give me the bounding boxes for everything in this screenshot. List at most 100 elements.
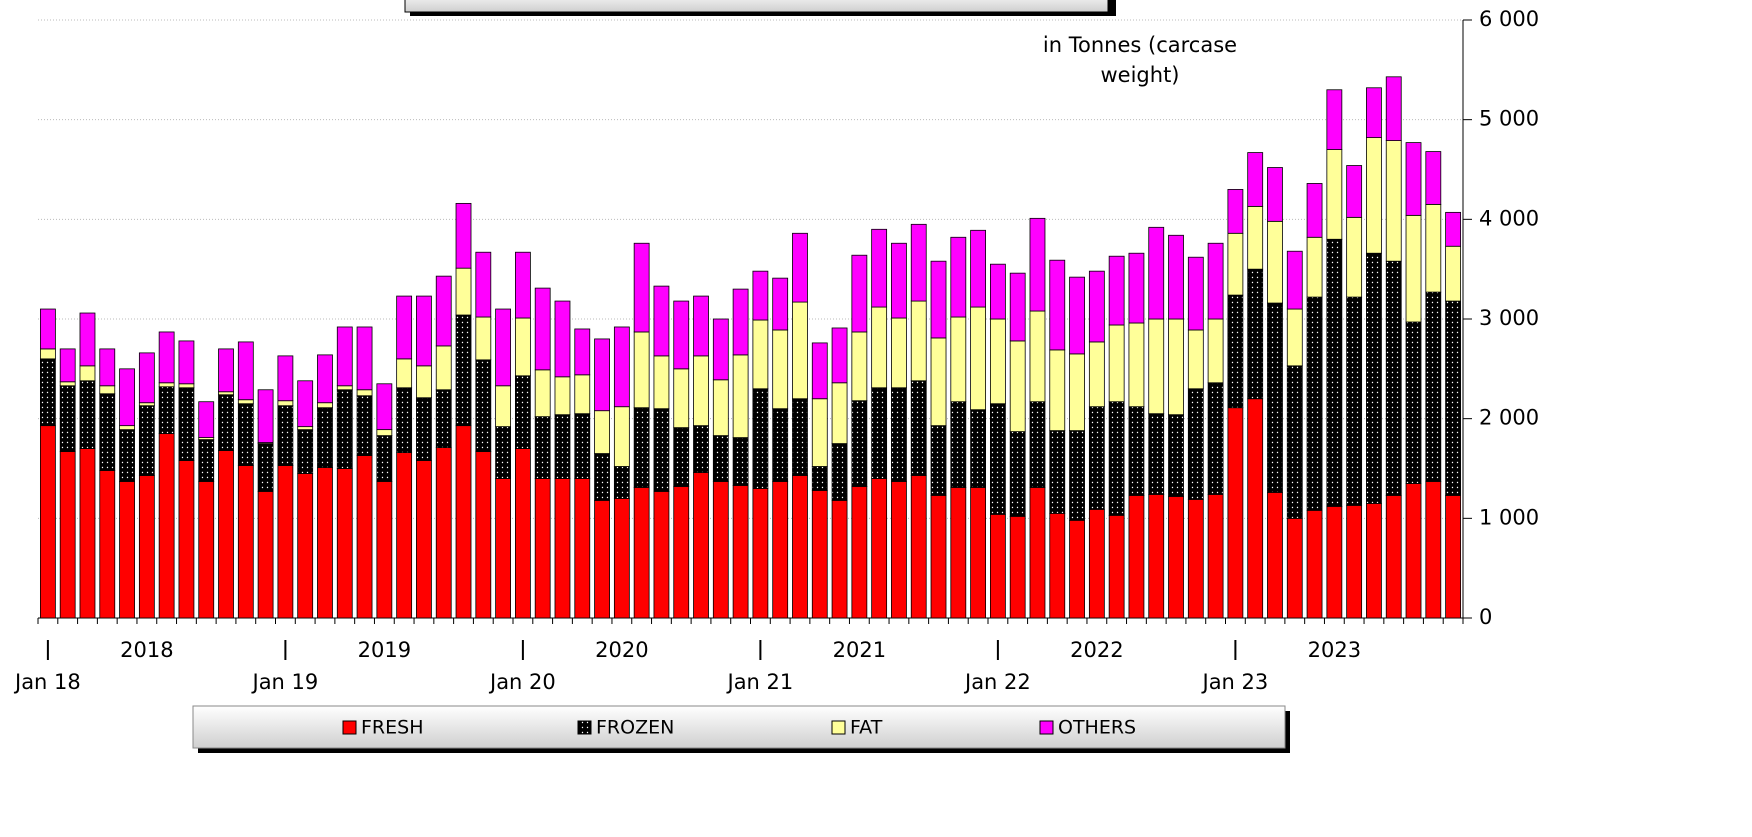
y-tick-label: 2 000 [1479, 406, 1539, 430]
bar-segment [653, 355, 670, 410]
bar-segment [989, 403, 1006, 515]
bar-segment [613, 497, 630, 619]
legend-label: FAT [850, 717, 883, 739]
bar-segment [1346, 216, 1363, 298]
bar-segment [792, 475, 808, 619]
bar-segment [673, 368, 690, 429]
bar-segment [1346, 296, 1363, 506]
bar-segment [930, 260, 947, 339]
bar-segment [891, 242, 907, 319]
bar-segment [989, 263, 1006, 320]
bar-segment [1148, 413, 1165, 495]
bar-segment [178, 387, 195, 461]
bar-segment [891, 387, 907, 482]
bar-segment [871, 387, 888, 479]
bar-segment [811, 342, 828, 400]
bar-segment [1385, 76, 1402, 141]
bar-segment [1148, 318, 1165, 415]
year-label: 2018 [120, 638, 173, 662]
bar-segment [950, 316, 967, 403]
bar-segment [989, 513, 1006, 619]
bar-segment [416, 365, 432, 399]
bar-segment [1425, 151, 1442, 205]
bar-segment [732, 288, 749, 356]
bar-segment [317, 402, 333, 409]
bar-segment [1029, 401, 1046, 488]
bar-segment [1207, 318, 1224, 384]
bar-segment [514, 448, 531, 619]
x-tick-label: Jan 19 [251, 670, 319, 694]
bar-segment [1207, 494, 1224, 619]
bar-segment [673, 427, 690, 487]
bar-segment [752, 388, 769, 489]
y-tick-label: 0 [1479, 605, 1492, 629]
bar-segment [198, 481, 215, 619]
bar-segment [1405, 214, 1422, 323]
legend-label: OTHERS [1058, 717, 1136, 739]
bar-segment [1069, 430, 1085, 521]
y-tick-label: 1 000 [1479, 505, 1539, 529]
bar-segment [970, 229, 987, 308]
bar-segment [158, 382, 175, 388]
bar-segment [1069, 519, 1085, 619]
bar-segment [950, 487, 967, 619]
bar-segment [1366, 87, 1382, 139]
bar-segment [1049, 430, 1066, 514]
bar-segment [1326, 505, 1343, 619]
bar-segment [930, 425, 947, 496]
bar-segment [1128, 252, 1145, 324]
bar-segment [1286, 517, 1303, 619]
bar-segment [218, 348, 234, 393]
bar-segment [712, 379, 729, 437]
year-label: 2020 [595, 638, 648, 662]
bar-segment [1306, 183, 1323, 238]
bar-segment [752, 319, 769, 390]
bar-segment [178, 460, 195, 619]
bar-segment [1385, 495, 1402, 619]
bar-segment [1286, 365, 1303, 519]
year-label: 2022 [1070, 638, 1123, 662]
bar-segment [811, 398, 828, 467]
bar-segment [1405, 321, 1422, 484]
bar-segment [1247, 398, 1264, 619]
bar-segment [178, 383, 195, 389]
bar-segment [257, 491, 274, 619]
bar-segment [317, 407, 333, 468]
bar-segment [851, 400, 868, 487]
bar-segment [396, 387, 413, 453]
bar-segment [1366, 252, 1382, 504]
bar-segment [574, 374, 591, 415]
bar-segment [772, 481, 789, 619]
bar-segment [950, 401, 967, 488]
bar-segment [1148, 226, 1165, 320]
bar-segment [1049, 259, 1066, 351]
bar-segment [693, 295, 709, 357]
bar-segment [297, 473, 314, 619]
bar-segment [1326, 238, 1343, 507]
bar-segment [455, 425, 472, 619]
bar-segment [119, 368, 135, 427]
bar-segment [1405, 483, 1422, 619]
bar-segment [693, 472, 709, 619]
bar-segment [79, 365, 96, 382]
bar-segment [99, 385, 116, 395]
bar-segment [336, 385, 353, 391]
year-label: 2019 [358, 638, 411, 662]
bar-segment [495, 308, 512, 387]
legend-label: FROZEN [596, 717, 674, 739]
bar-segment [376, 435, 393, 482]
bar-segment [1168, 496, 1184, 619]
bar-segment [831, 443, 848, 501]
bar-segment [633, 487, 650, 619]
y-tick-label: 6 000 [1479, 7, 1539, 31]
bar-segment [1326, 149, 1343, 240]
bar-segment [772, 277, 789, 331]
bar-segment [693, 425, 709, 473]
bar-segment [1088, 508, 1105, 619]
bar-segment [910, 223, 927, 302]
bar-segment [970, 306, 987, 411]
bar-segment [1187, 498, 1204, 619]
bar-segment [851, 331, 868, 402]
bar-segment [1029, 310, 1046, 403]
bar-segment [831, 382, 848, 444]
